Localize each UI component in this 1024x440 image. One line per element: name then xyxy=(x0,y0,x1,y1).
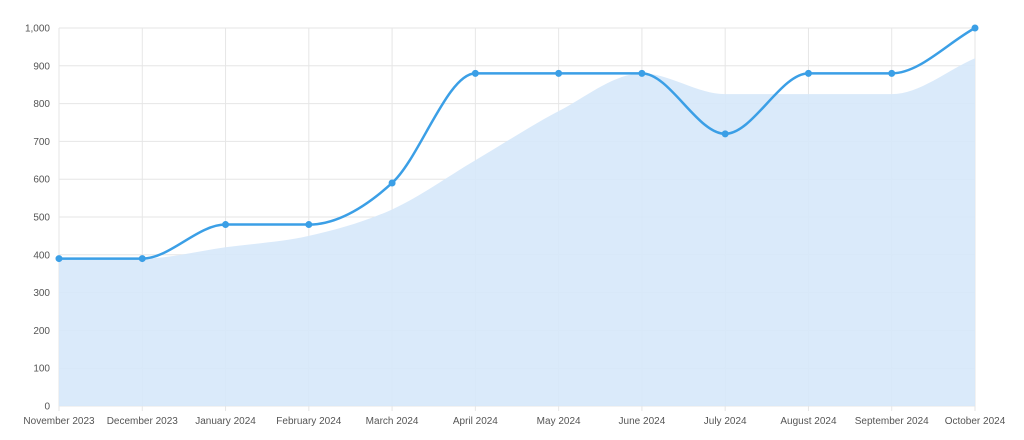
line-point[interactable] xyxy=(555,69,563,77)
area-series-layer xyxy=(59,58,975,407)
y-tick-label: 900 xyxy=(33,61,50,72)
y-tick-label: 300 xyxy=(33,288,50,299)
x-tick-label: October 2024 xyxy=(945,416,1006,427)
x-tick-label: July 2024 xyxy=(704,416,747,427)
y-tick-label: 500 xyxy=(33,213,50,224)
y-axis-ticks: 0 100 200 300 400 500 600 700 800 900 1,000 xyxy=(25,24,50,413)
area-series xyxy=(59,58,975,407)
y-tick-label: 100 xyxy=(33,364,50,375)
y-tick-label: 600 xyxy=(33,175,50,186)
x-axis-ticks: November 2023 December 2023 January 2024 Fe… xyxy=(23,416,1005,427)
x-tick-label: March 2024 xyxy=(366,416,419,427)
marker-layer xyxy=(55,24,979,263)
line-point[interactable] xyxy=(305,221,313,229)
x-tick-label: November 2023 xyxy=(23,416,95,427)
y-tick-label: 700 xyxy=(33,137,50,148)
x-tick-label: April 2024 xyxy=(453,416,498,427)
line-point[interactable] xyxy=(971,24,979,32)
x-tick-label: June 2024 xyxy=(619,416,666,427)
line-point[interactable] xyxy=(388,179,396,187)
y-tick-label: 400 xyxy=(33,250,50,261)
y-tick-label: 0 xyxy=(44,402,50,413)
x-tick-label: August 2024 xyxy=(780,416,837,427)
line-point[interactable] xyxy=(804,69,812,77)
line-point[interactable] xyxy=(721,130,729,138)
y-tick-label: 800 xyxy=(33,99,50,110)
x-tick-label: September 2024 xyxy=(855,416,929,427)
x-tick-label: February 2024 xyxy=(276,416,341,427)
line-point[interactable] xyxy=(222,221,230,229)
line-point[interactable] xyxy=(55,255,63,263)
line-point[interactable] xyxy=(471,69,479,77)
line-point[interactable] xyxy=(138,255,146,263)
x-tick-label: January 2024 xyxy=(195,416,256,427)
line-point[interactable] xyxy=(888,69,896,77)
x-tick-label: May 2024 xyxy=(537,416,581,427)
x-tick-label: December 2023 xyxy=(107,416,179,427)
line-point[interactable] xyxy=(638,69,646,77)
y-tick-label: 1,000 xyxy=(25,24,50,35)
y-tick-label: 200 xyxy=(33,326,50,337)
